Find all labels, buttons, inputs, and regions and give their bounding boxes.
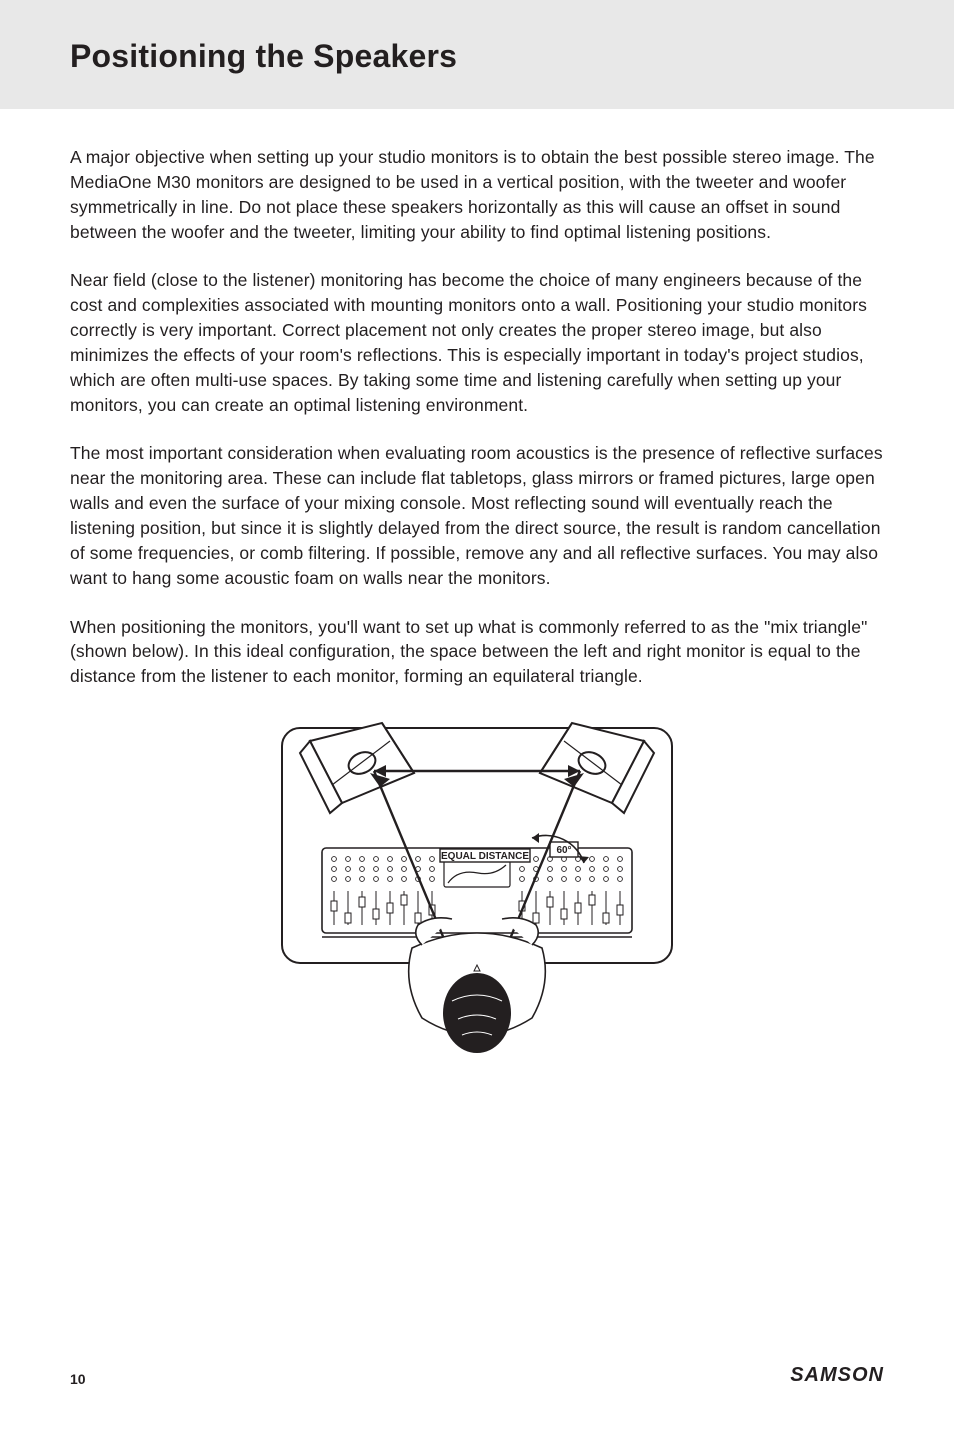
paragraph-4: When positioning the monitors, you'll wa… xyxy=(70,615,884,690)
header-band: Positioning the Speakers xyxy=(0,0,954,109)
equal-distance-label: EQUAL DISTANCE xyxy=(441,851,529,862)
paragraph-3: The most important consideration when ev… xyxy=(70,441,884,590)
page-title: Positioning the Speakers xyxy=(70,38,884,75)
brand-logo: SAMSON xyxy=(790,1364,884,1387)
diagram-container: EQUAL DISTANCE 60° xyxy=(70,713,884,1113)
paragraph-2: Near field (close to the listener) monit… xyxy=(70,268,884,417)
footer: 10 SAMSON xyxy=(0,1364,954,1387)
page-number: 10 xyxy=(70,1371,86,1387)
page: Positioning the Speakers A major objecti… xyxy=(0,0,954,1431)
content-area: A major objective when setting up your s… xyxy=(0,109,954,1113)
paragraph-1: A major objective when setting up your s… xyxy=(70,145,884,244)
mix-triangle-diagram: EQUAL DISTANCE 60° xyxy=(262,713,692,1113)
angle-label: 60° xyxy=(556,845,571,856)
